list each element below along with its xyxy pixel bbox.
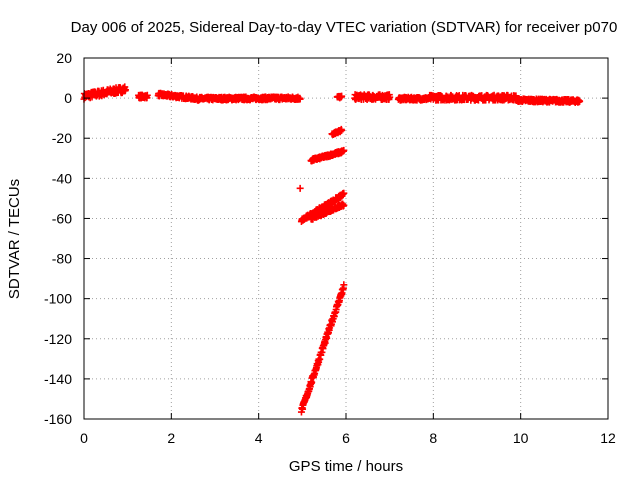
data-point (340, 281, 348, 289)
data-point (386, 93, 394, 101)
data-point (338, 126, 346, 134)
y-tick-label: -160 (44, 411, 72, 427)
x-tick-label: 6 (342, 430, 350, 446)
x-tick-label: 2 (167, 430, 175, 446)
data-point (340, 146, 348, 154)
x-tick-label: 4 (255, 430, 263, 446)
y-axis-label: SDTVAR / TECUs (6, 179, 23, 299)
x-tick-label: 0 (80, 430, 88, 446)
data-point (340, 201, 348, 209)
data-point (296, 184, 304, 192)
y-tick-label: -20 (52, 130, 72, 146)
y-tick-label: 20 (56, 50, 72, 66)
x-tick-label: 8 (429, 430, 437, 446)
y-tick-label: -40 (52, 170, 72, 186)
axis-ticks: 0 2 4 6 8 10 12 -160 -140 -120 -100 -80 -60 -40 -20 0 20 (44, 50, 616, 446)
chart-title: Day 006 of 2025, Sidereal Day-to-day VTE… (71, 19, 618, 36)
data-point (143, 91, 151, 99)
data-point (296, 95, 304, 103)
y-tick-label: -120 (44, 331, 72, 347)
x-tick-label: 10 (513, 430, 529, 446)
data-points (80, 83, 584, 416)
data-point (576, 97, 584, 105)
y-tick-label: -140 (44, 371, 72, 387)
y-tick-label: -60 (52, 210, 72, 226)
data-point (338, 92, 346, 100)
y-tick-label: 0 (64, 90, 72, 106)
data-point (340, 189, 348, 197)
data-point (121, 86, 129, 94)
grid-lines (84, 58, 608, 419)
x-axis-label: GPS time / hours (289, 458, 403, 475)
y-tick-label: -100 (44, 291, 72, 307)
x-tick-label: 12 (600, 430, 616, 446)
y-tick-label: -80 (52, 251, 72, 267)
